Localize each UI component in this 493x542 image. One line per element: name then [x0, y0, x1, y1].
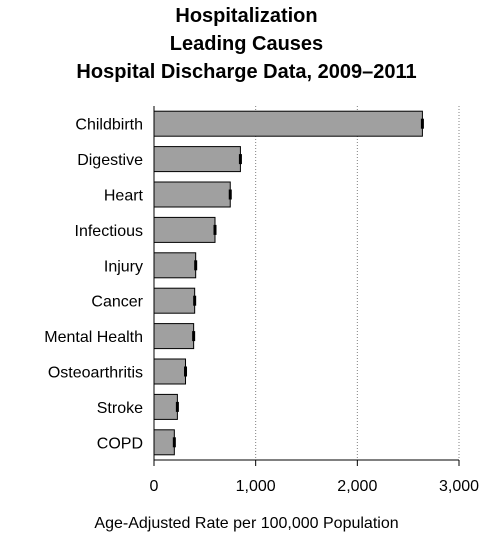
bar-2	[153, 181, 231, 208]
category-label-1: Digestive	[77, 152, 143, 169]
bar-9	[153, 429, 175, 456]
category-label-5: Cancer	[91, 294, 143, 311]
bar-7	[153, 358, 187, 385]
x-tick-label-1: 1,000	[236, 478, 276, 495]
category-label-7: Osteoarthritis	[48, 365, 143, 382]
category-label-0: Childbirth	[75, 117, 143, 134]
bar-5	[153, 287, 196, 314]
category-label-2: Heart	[104, 188, 144, 205]
bar-3	[153, 216, 216, 243]
bar-4	[153, 252, 197, 279]
category-label-9: COPD	[97, 435, 143, 452]
x-tick-label-2: 2,000	[337, 478, 377, 495]
category-label-4: Injury	[104, 258, 143, 275]
x-tick-label-3: 3,000	[439, 478, 479, 495]
category-label-8: Stroke	[97, 400, 143, 417]
x-tick-label-0: 0	[150, 478, 159, 495]
x-axis-label: Age-Adjusted Rate per 100,000 Population	[94, 515, 399, 532]
bar-1	[153, 146, 241, 173]
bar-8	[153, 393, 178, 420]
chart-title: Hospitalization	[175, 5, 318, 27]
chart-subtitle-line-2: Hospital Discharge Data, 2009–2011	[76, 61, 417, 83]
bar-6	[153, 323, 195, 350]
category-label-3: Infectious	[75, 223, 143, 240]
chart-subtitle-line-1: Leading Causes	[169, 33, 324, 55]
bar-0	[153, 110, 423, 137]
category-label-6: Mental Health	[44, 329, 143, 346]
